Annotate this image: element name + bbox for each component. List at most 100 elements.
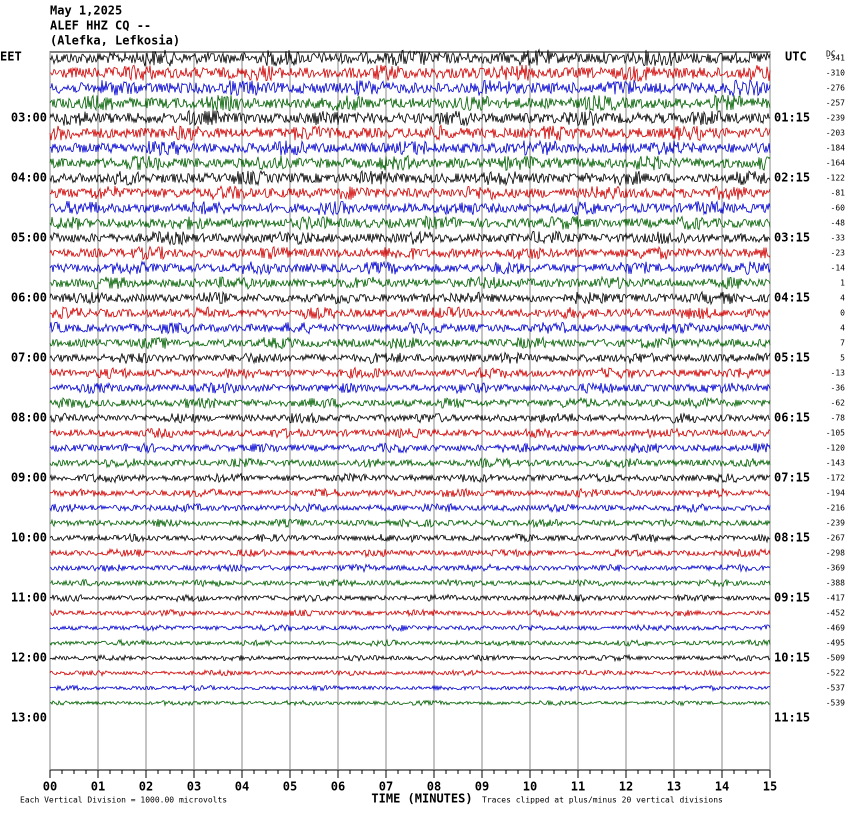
dc-offset: -184 — [826, 144, 845, 153]
right-time: 08:15 — [774, 531, 810, 545]
dc-offset: -239 — [826, 519, 845, 528]
dc-offset: 4 — [840, 324, 845, 333]
dc-offset: -60 — [831, 204, 846, 213]
dc-title: DC — [826, 50, 836, 59]
trace — [49, 381, 771, 395]
x-tick-label: 09 — [475, 780, 489, 794]
trace — [49, 411, 771, 424]
right-time: 07:15 — [774, 471, 810, 485]
dc-offset: -78 — [831, 414, 846, 423]
trace — [49, 608, 771, 618]
trace — [49, 487, 771, 499]
right-time: 02:15 — [774, 171, 810, 185]
trace — [49, 215, 771, 231]
date: May 1,2025 — [50, 4, 122, 18]
trace — [49, 518, 771, 529]
x-tick-label: 00 — [43, 780, 57, 794]
dc-offset: -13 — [831, 369, 846, 378]
footer-left: Each Vertical Division = 1000.00 microvo… — [20, 796, 227, 805]
trace — [49, 563, 771, 574]
trace — [49, 427, 771, 440]
dc-offset: -509 — [826, 654, 845, 663]
dc-offset: -257 — [826, 99, 845, 108]
trace — [49, 668, 771, 678]
dc-offset: -239 — [826, 114, 845, 123]
dc-offset: -120 — [826, 444, 845, 453]
left-time: 08:00 — [11, 411, 47, 425]
trace — [49, 109, 771, 127]
trace — [49, 79, 771, 98]
x-tick-label: 05 — [283, 780, 297, 794]
trace — [49, 457, 771, 469]
trace — [49, 441, 771, 455]
right-time: 06:15 — [774, 411, 810, 425]
dc-offset: -388 — [826, 579, 845, 588]
trace — [49, 638, 771, 648]
dc-offset: 0 — [840, 309, 845, 318]
right-time: 03:15 — [774, 231, 810, 245]
dc-offset: -164 — [826, 159, 845, 168]
dc-offset: -267 — [826, 534, 845, 543]
x-tick-label: 04 — [235, 780, 249, 794]
left-time: 10:00 — [11, 531, 47, 545]
trace — [49, 578, 771, 588]
left-time: 11:00 — [11, 591, 47, 605]
x-tick-label: 08 — [427, 780, 441, 794]
x-tick-label: 06 — [331, 780, 345, 794]
dc-offset: 4 — [840, 294, 845, 303]
dc-offset: -310 — [826, 69, 845, 78]
trace — [49, 653, 771, 663]
trace — [49, 502, 771, 514]
dc-offset: -48 — [831, 219, 846, 228]
dc-offset: -537 — [826, 684, 845, 693]
dc-offset: 1 — [840, 279, 845, 288]
trace — [49, 230, 771, 246]
station: ALEF HHZ CQ -- — [50, 19, 151, 33]
x-tick-label: 02 — [139, 780, 153, 794]
dc-offset: -105 — [826, 429, 845, 438]
x-tick-label: 01 — [91, 780, 105, 794]
right-time: 10:15 — [774, 651, 810, 665]
x-tick-label: 03 — [187, 780, 201, 794]
dc-offset: -23 — [831, 249, 846, 258]
x-tick-label: 15 — [763, 780, 777, 794]
dc-offset: -33 — [831, 234, 846, 243]
trace — [49, 290, 771, 306]
trace — [49, 472, 771, 484]
dc-offset: -81 — [831, 189, 846, 198]
dc-offset: -417 — [826, 594, 845, 603]
dc-offset: -203 — [826, 129, 845, 138]
dc-offset: -341 — [826, 54, 845, 63]
trace — [49, 306, 771, 321]
left-zone: EET — [0, 50, 22, 64]
x-tick-label: 12 — [619, 780, 633, 794]
trace — [49, 684, 771, 692]
trace — [49, 366, 771, 380]
trace — [49, 169, 771, 187]
location: (Alefka, Lefkosia) — [50, 34, 180, 48]
dc-offset: -194 — [826, 489, 845, 498]
trace — [49, 547, 771, 559]
footer-right: Traces clipped at plus/minus 20 vertical… — [482, 796, 723, 805]
right-zone: UTC — [785, 50, 807, 64]
dc-offset: -369 — [826, 564, 845, 573]
trace — [49, 623, 771, 633]
left-time: 03:00 — [11, 111, 47, 125]
dc-offset: -298 — [826, 549, 845, 558]
x-tick-label: 14 — [715, 780, 729, 794]
x-tick-label: 07 — [379, 780, 393, 794]
x-tick-label: 13 — [667, 780, 681, 794]
left-time: 04:00 — [11, 171, 47, 185]
dc-offset: -14 — [831, 264, 846, 273]
dc-offset: -62 — [831, 399, 846, 408]
dc-offset: 7 — [840, 339, 845, 348]
dc-offset: -452 — [826, 609, 845, 618]
trace — [49, 139, 771, 157]
right-time: 04:15 — [774, 291, 810, 305]
left-time: 13:00 — [11, 711, 47, 725]
trace — [49, 124, 771, 142]
dc-offset: -143 — [826, 459, 845, 468]
right-time: 11:15 — [774, 711, 810, 725]
trace — [49, 260, 771, 276]
trace — [49, 94, 771, 112]
